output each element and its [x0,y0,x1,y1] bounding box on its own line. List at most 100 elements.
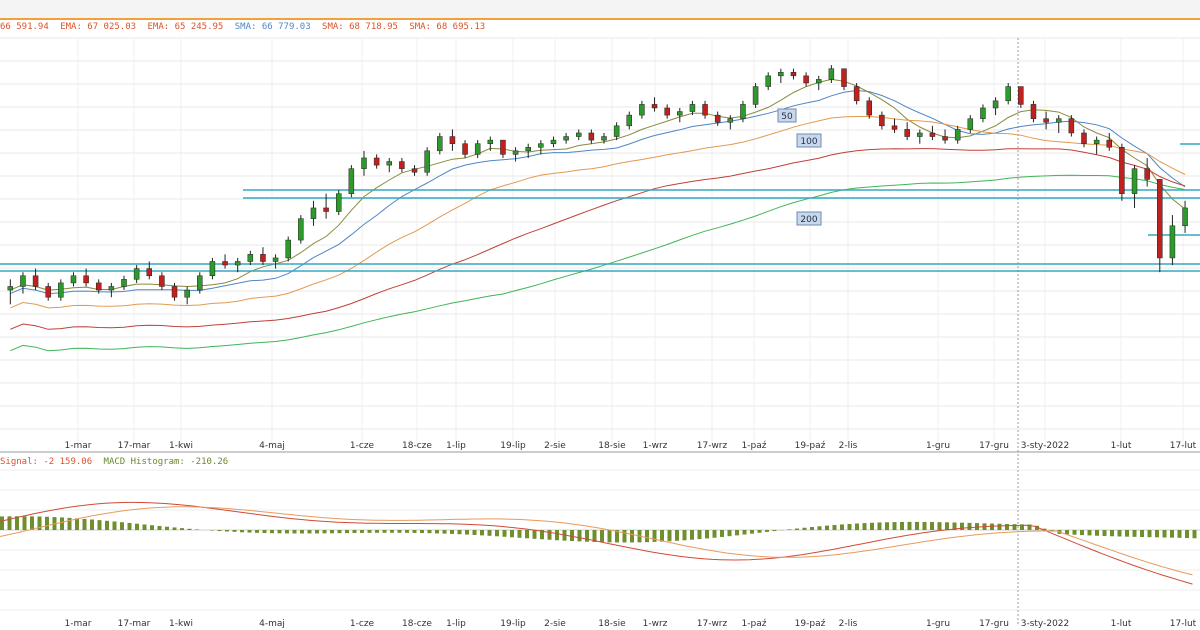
candle-body [954,129,961,141]
candle-body [815,79,822,84]
macd-hist-bar [1185,530,1189,539]
candle-body [626,114,633,127]
macd-indicator-legend: Signal: -2 159.06 MACD Histogram: -210.2… [0,457,234,469]
macd-hist-bar [15,516,19,530]
main-indicator-legend: 66 591.94 EMA: 67 025.03 EMA: 65 245.95 … [0,22,491,34]
candle-body [664,107,670,116]
ma-label-box [777,108,797,123]
candle-body [58,282,64,298]
legend-ema1: 66 591.94 [0,22,49,32]
candle-body [525,147,531,152]
macd-hist-bar [847,523,852,530]
macd-hist-bar [787,529,792,530]
x-tick-label-macd: 1-gru [926,619,950,629]
macd-panel [0,501,1200,585]
candle-body [171,286,178,298]
candle-body [310,207,317,219]
x-tick-label: 1-cze [350,441,375,451]
candle-body [841,68,847,87]
macd-hist-bar [922,521,927,530]
candle-body [437,136,443,152]
x-tick-label-macd: 1-wrz [643,619,668,629]
candle-body [879,114,885,127]
macd-hist-bar [315,530,319,534]
macd-hist-bar [802,527,807,530]
x-tick-label: 17-gru [979,441,1009,451]
macd-hist-bar [772,530,777,532]
x-tick-label-macd: 17-mar [118,619,151,629]
macd-hist-bar [690,530,694,540]
candle-body [159,275,165,287]
candle-body [272,257,279,262]
macd-hist-bar [540,530,544,540]
x-tick-label: 4-maj [259,441,285,451]
candle-body [121,279,127,287]
x-tick-label: 1-kwi [169,441,193,451]
candle-body [1106,139,1113,148]
macd-hist-bar [712,530,717,538]
macd-hist-bar [165,526,169,530]
macd-hist-bar [292,530,297,534]
macd-hist-bar [735,530,739,536]
candle-body [714,114,721,123]
x-axis-macd: 1-mar 17-mar 1-kwi 4-maj 1-cze 18-cze 1-lip 19-… [65,619,1197,629]
macd-hist-bar [750,530,754,534]
macd-hist-bar [60,517,64,530]
macd-hist-bar [810,526,814,530]
moving-average-lines [10,78,1186,352]
candle-body [1131,168,1138,194]
candle-body [298,218,304,241]
macd-hist-bar [97,520,102,530]
top-toolbar [0,0,1200,20]
macd-hist-bar [900,521,904,530]
x-tick-label-macd: 1-cze [350,619,375,629]
macd-hist-bar [705,530,709,539]
macd-hist-bar [37,516,42,530]
macd-hist-bar [172,527,177,530]
macd-hist-bar [255,530,259,533]
candle-body [411,168,418,173]
macd-hist-bar [7,516,12,530]
candle-body [348,168,355,194]
candle-body [677,111,683,116]
candle-body [1157,179,1163,259]
ma-label-box [796,133,822,148]
macd-hist-bar [1140,530,1144,538]
candle-body [538,143,544,148]
candle-body [424,150,430,173]
candle-body [335,193,342,212]
macd-hist-bar [960,522,964,530]
macd-hist-bar [1192,530,1197,539]
macd-hist-bar [855,523,859,530]
candle-body [184,289,190,298]
macd-hist-bar [517,530,522,538]
candle-body [285,239,291,259]
x-axis-main: 1-mar 17-mar 1-kwi 4-maj 1-cze 18-cze 1-lip 19-… [65,441,1197,451]
x-tick-label-macd: 17-gru [979,619,1009,629]
macd-hist-bar [1065,530,1069,535]
candle-body [500,139,506,155]
x-tick-label-macd: 1-paź [742,619,767,629]
macd-hist-bar [510,530,514,538]
legend-ema2: EMA: 67 025.03 [60,22,137,32]
candle-body [1055,118,1062,123]
macd-hist-bar [472,530,477,535]
macd-hist-bar [840,524,844,530]
ma-line [10,78,1186,291]
candle-body [790,72,797,77]
macd-hist-bar [757,530,762,533]
macd-hist-bar [345,530,349,534]
macd-hist-bar [892,522,897,530]
x-tick-label-macd: 17-wrz [697,619,728,629]
macd-hist-bar [990,523,994,530]
candle-body [260,254,266,262]
candle-body [992,100,999,109]
candle-body [146,268,153,277]
macd-hist-bar [30,516,34,530]
macd-hist-bar [277,530,282,534]
macd-hist-bar [1080,530,1084,536]
candle-body [1043,118,1049,123]
macd-hist-bar [975,523,979,530]
x-tick-label: 3-sty-2022 [1021,441,1070,451]
